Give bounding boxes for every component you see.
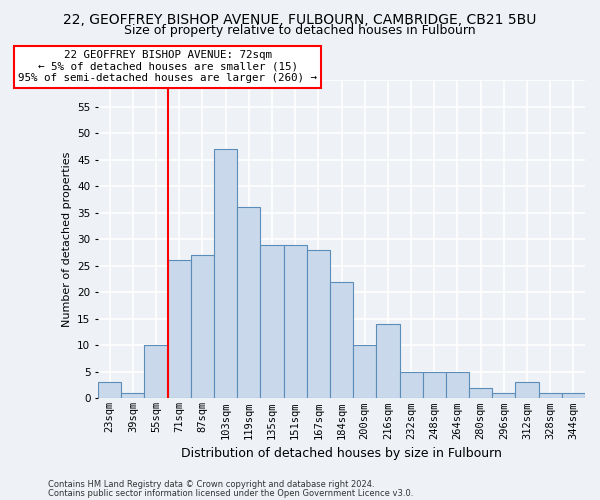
Bar [145, 346, 167, 399]
Text: Contains public sector information licensed under the Open Government Licence v3: Contains public sector information licen… [48, 488, 413, 498]
Bar [376, 324, 400, 398]
Bar [260, 244, 284, 398]
Text: Contains HM Land Registry data © Crown copyright and database right 2024.: Contains HM Land Registry data © Crown c… [48, 480, 374, 489]
Text: 22 GEOFFREY BISHOP AVENUE: 72sqm
← 5% of detached houses are smaller (15)
95% of: 22 GEOFFREY BISHOP AVENUE: 72sqm ← 5% of… [18, 50, 317, 84]
Bar [121, 393, 145, 398]
Bar [515, 382, 539, 398]
Text: 22, GEOFFREY BISHOP AVENUE, FULBOURN, CAMBRIDGE, CB21 5BU: 22, GEOFFREY BISHOP AVENUE, FULBOURN, CA… [64, 12, 536, 26]
Bar [469, 388, 492, 398]
Bar [492, 393, 515, 398]
Bar [307, 250, 330, 398]
Bar [422, 372, 446, 398]
Bar [284, 244, 307, 398]
Bar [330, 282, 353, 399]
Text: Size of property relative to detached houses in Fulbourn: Size of property relative to detached ho… [124, 24, 476, 37]
Bar [98, 382, 121, 398]
Bar [191, 255, 214, 398]
Bar [562, 393, 585, 398]
Bar [214, 149, 237, 398]
X-axis label: Distribution of detached houses by size in Fulbourn: Distribution of detached houses by size … [181, 447, 502, 460]
Bar [539, 393, 562, 398]
Bar [353, 346, 376, 399]
Bar [400, 372, 422, 398]
Bar [237, 208, 260, 398]
Y-axis label: Number of detached properties: Number of detached properties [62, 152, 71, 327]
Bar [446, 372, 469, 398]
Bar [167, 260, 191, 398]
